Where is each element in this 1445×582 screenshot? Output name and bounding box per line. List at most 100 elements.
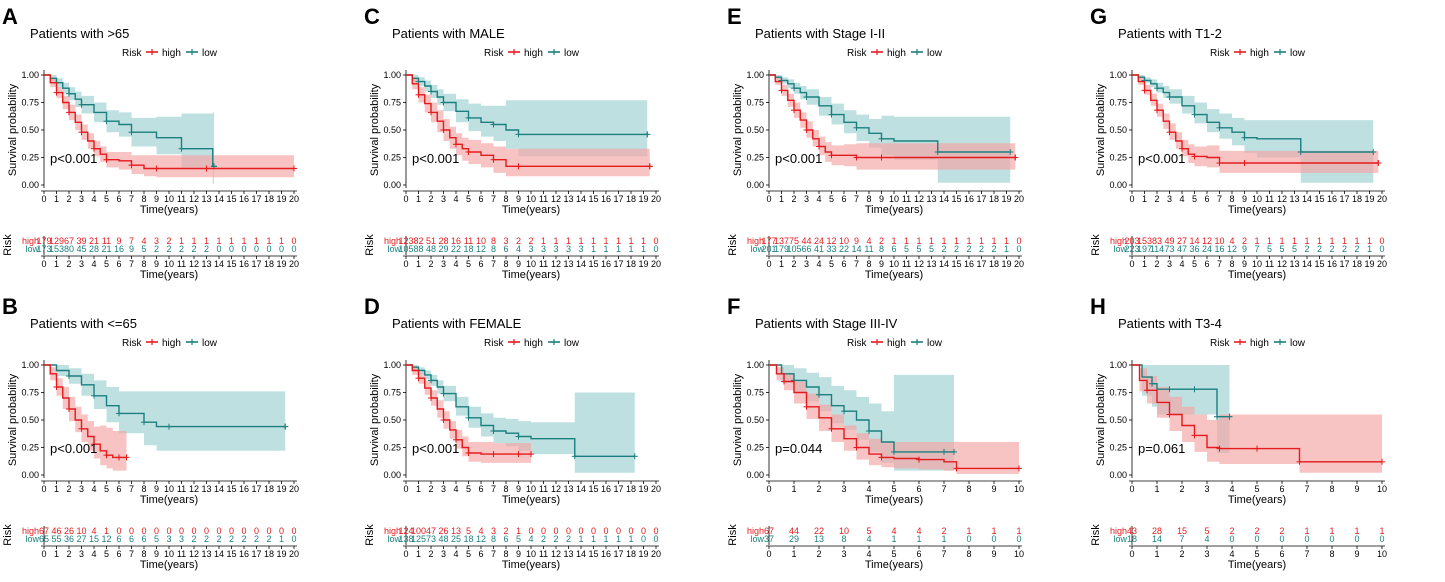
km-curve-high (1132, 364, 1382, 463)
x-tick-label: 15 (1314, 194, 1324, 204)
y-axis-label: Survival probability (7, 83, 19, 176)
risk-count-high: 0 (241, 526, 246, 536)
risk-count-low: 1 (891, 534, 896, 544)
x-tick-label: 1 (416, 484, 421, 494)
risk-count-low: 11 (864, 244, 873, 254)
risk-count-low: 6 (503, 244, 508, 254)
risk-count-high: 10 (839, 526, 849, 536)
risk-count-low: 29 (438, 244, 448, 254)
panel-letter: F (727, 294, 740, 319)
risk-row-label-high: high (22, 236, 39, 246)
risk-x-axis-label: Time(years) (1228, 269, 1286, 281)
risk-x-tick-label: 6 (116, 549, 121, 559)
risk-x-tick-label: 4 (1179, 259, 1184, 269)
risk-count-low: 5 (916, 244, 921, 254)
x-tick-label: 5 (829, 194, 834, 204)
x-tick-label: 7 (1217, 194, 1222, 204)
risk-row-label-high: high (1110, 526, 1127, 536)
risk-count-high: 44 (789, 526, 799, 536)
risk-count-high: 7 (129, 236, 134, 246)
risk-count-low: 1 (628, 534, 633, 544)
risk-x-tick-label: 8 (966, 549, 971, 559)
risk-x-axis-label: Time(years) (865, 269, 923, 281)
risk-count-low: 48 (426, 244, 436, 254)
risk-count-high: 129 (49, 236, 64, 246)
x-tick-label: 0 (1129, 194, 1134, 204)
x-tick-label: 15 (226, 484, 236, 494)
risk-count-high: 67 (64, 236, 74, 246)
risk-x-tick-label: 12 (551, 549, 561, 559)
risk-count-low: 65 (39, 534, 49, 544)
risk-count-low: 114 (1150, 244, 1164, 254)
risk-x-tick-label: 3 (1204, 549, 1209, 559)
risk-count-low: 1 (603, 534, 608, 544)
x-tick-label: 14 (939, 194, 949, 204)
x-tick-label: 10 (526, 194, 536, 204)
risk-x-tick-label: 6 (841, 259, 846, 269)
risk-count-low: 6 (503, 534, 508, 544)
legend-label-low: low (927, 48, 943, 59)
risk-count-low: 36 (1189, 244, 1199, 254)
risk-count-low: 1 (1367, 244, 1372, 254)
risk-count-low: 2 (991, 244, 996, 254)
risk-count-low: 0 (1304, 534, 1309, 544)
x-tick-label: 12 (551, 194, 561, 204)
x-axis-label: Time(years) (140, 494, 198, 506)
risk-count-high: 1 (1304, 526, 1309, 536)
x-tick-label: 5 (1192, 194, 1197, 204)
risk-count-low: 0 (291, 534, 296, 544)
risk-count-high: 1 (191, 236, 196, 246)
risk-count-high: 1 (1279, 236, 1284, 246)
risk-x-tick-label: 10 (1014, 549, 1024, 559)
y-tick-label: 1.00 (746, 70, 764, 80)
x-tick-label: 18 (1352, 194, 1362, 204)
risk-count-low: 66 (801, 244, 811, 254)
risk-count-low: 2 (179, 244, 184, 254)
risk-count-high: 9 (116, 236, 121, 246)
risk-count-low: 0 (1229, 534, 1234, 544)
panel-title: Patients with >65 (30, 26, 129, 41)
risk-count-high: 26 (438, 526, 448, 536)
risk-x-tick-label: 2 (428, 549, 433, 559)
risk-count-low: 0 (991, 534, 996, 544)
risk-count-high: 0 (129, 526, 134, 536)
x-tick-label: 12 (189, 194, 199, 204)
legend-label-high: high (162, 338, 181, 349)
risk-count-low: 0 (254, 244, 259, 254)
risk-count-high: 1 (204, 236, 209, 246)
risk-count-high: 0 (628, 526, 633, 536)
risk-table-label: Risk (2, 234, 14, 256)
risk-x-axis-label: Time(years) (502, 269, 560, 281)
x-tick-label: 11 (539, 484, 548, 494)
legend-label-low: low (202, 338, 218, 349)
y-tick-label: 0.50 (21, 125, 39, 135)
risk-x-tick-label: 2 (66, 259, 71, 269)
risk-x-tick-label: 0 (1129, 259, 1134, 269)
risk-count-high: 1 (603, 236, 608, 246)
risk-count-high: 5 (866, 526, 871, 536)
risk-count-low: 3 (179, 534, 184, 544)
risk-x-tick-label: 0 (41, 549, 46, 559)
risk-x-tick-label: 2 (1154, 259, 1159, 269)
risk-x-tick-label: 12 (551, 259, 561, 269)
risk-x-tick-label: 6 (1279, 549, 1284, 559)
risk-x-tick-label: 2 (1179, 549, 1184, 559)
risk-table-label: Risk (364, 234, 376, 256)
risk-count-high: 1 (1342, 236, 1347, 246)
risk-count-high: 0 (204, 526, 209, 536)
x-axis-label: Time(years) (865, 494, 923, 506)
y-tick-label: 0.50 (383, 125, 401, 135)
risk-count-low: 1 (1004, 244, 1009, 254)
risk-x-tick-label: 10 (526, 259, 536, 269)
x-tick-label: 14 (576, 484, 586, 494)
y-tick-label: 1.00 (383, 70, 401, 80)
p-value: p<0.001 (775, 151, 822, 166)
x-tick-label: 16 (964, 194, 974, 204)
risk-count-high: 1 (1379, 526, 1384, 536)
risk-x-tick-label: 15 (588, 549, 598, 559)
risk-x-axis-label: Time(years) (865, 559, 923, 571)
x-tick-label: 1 (791, 484, 796, 494)
risk-x-tick-label: 7 (491, 259, 496, 269)
risk-count-high: 1 (241, 236, 246, 246)
